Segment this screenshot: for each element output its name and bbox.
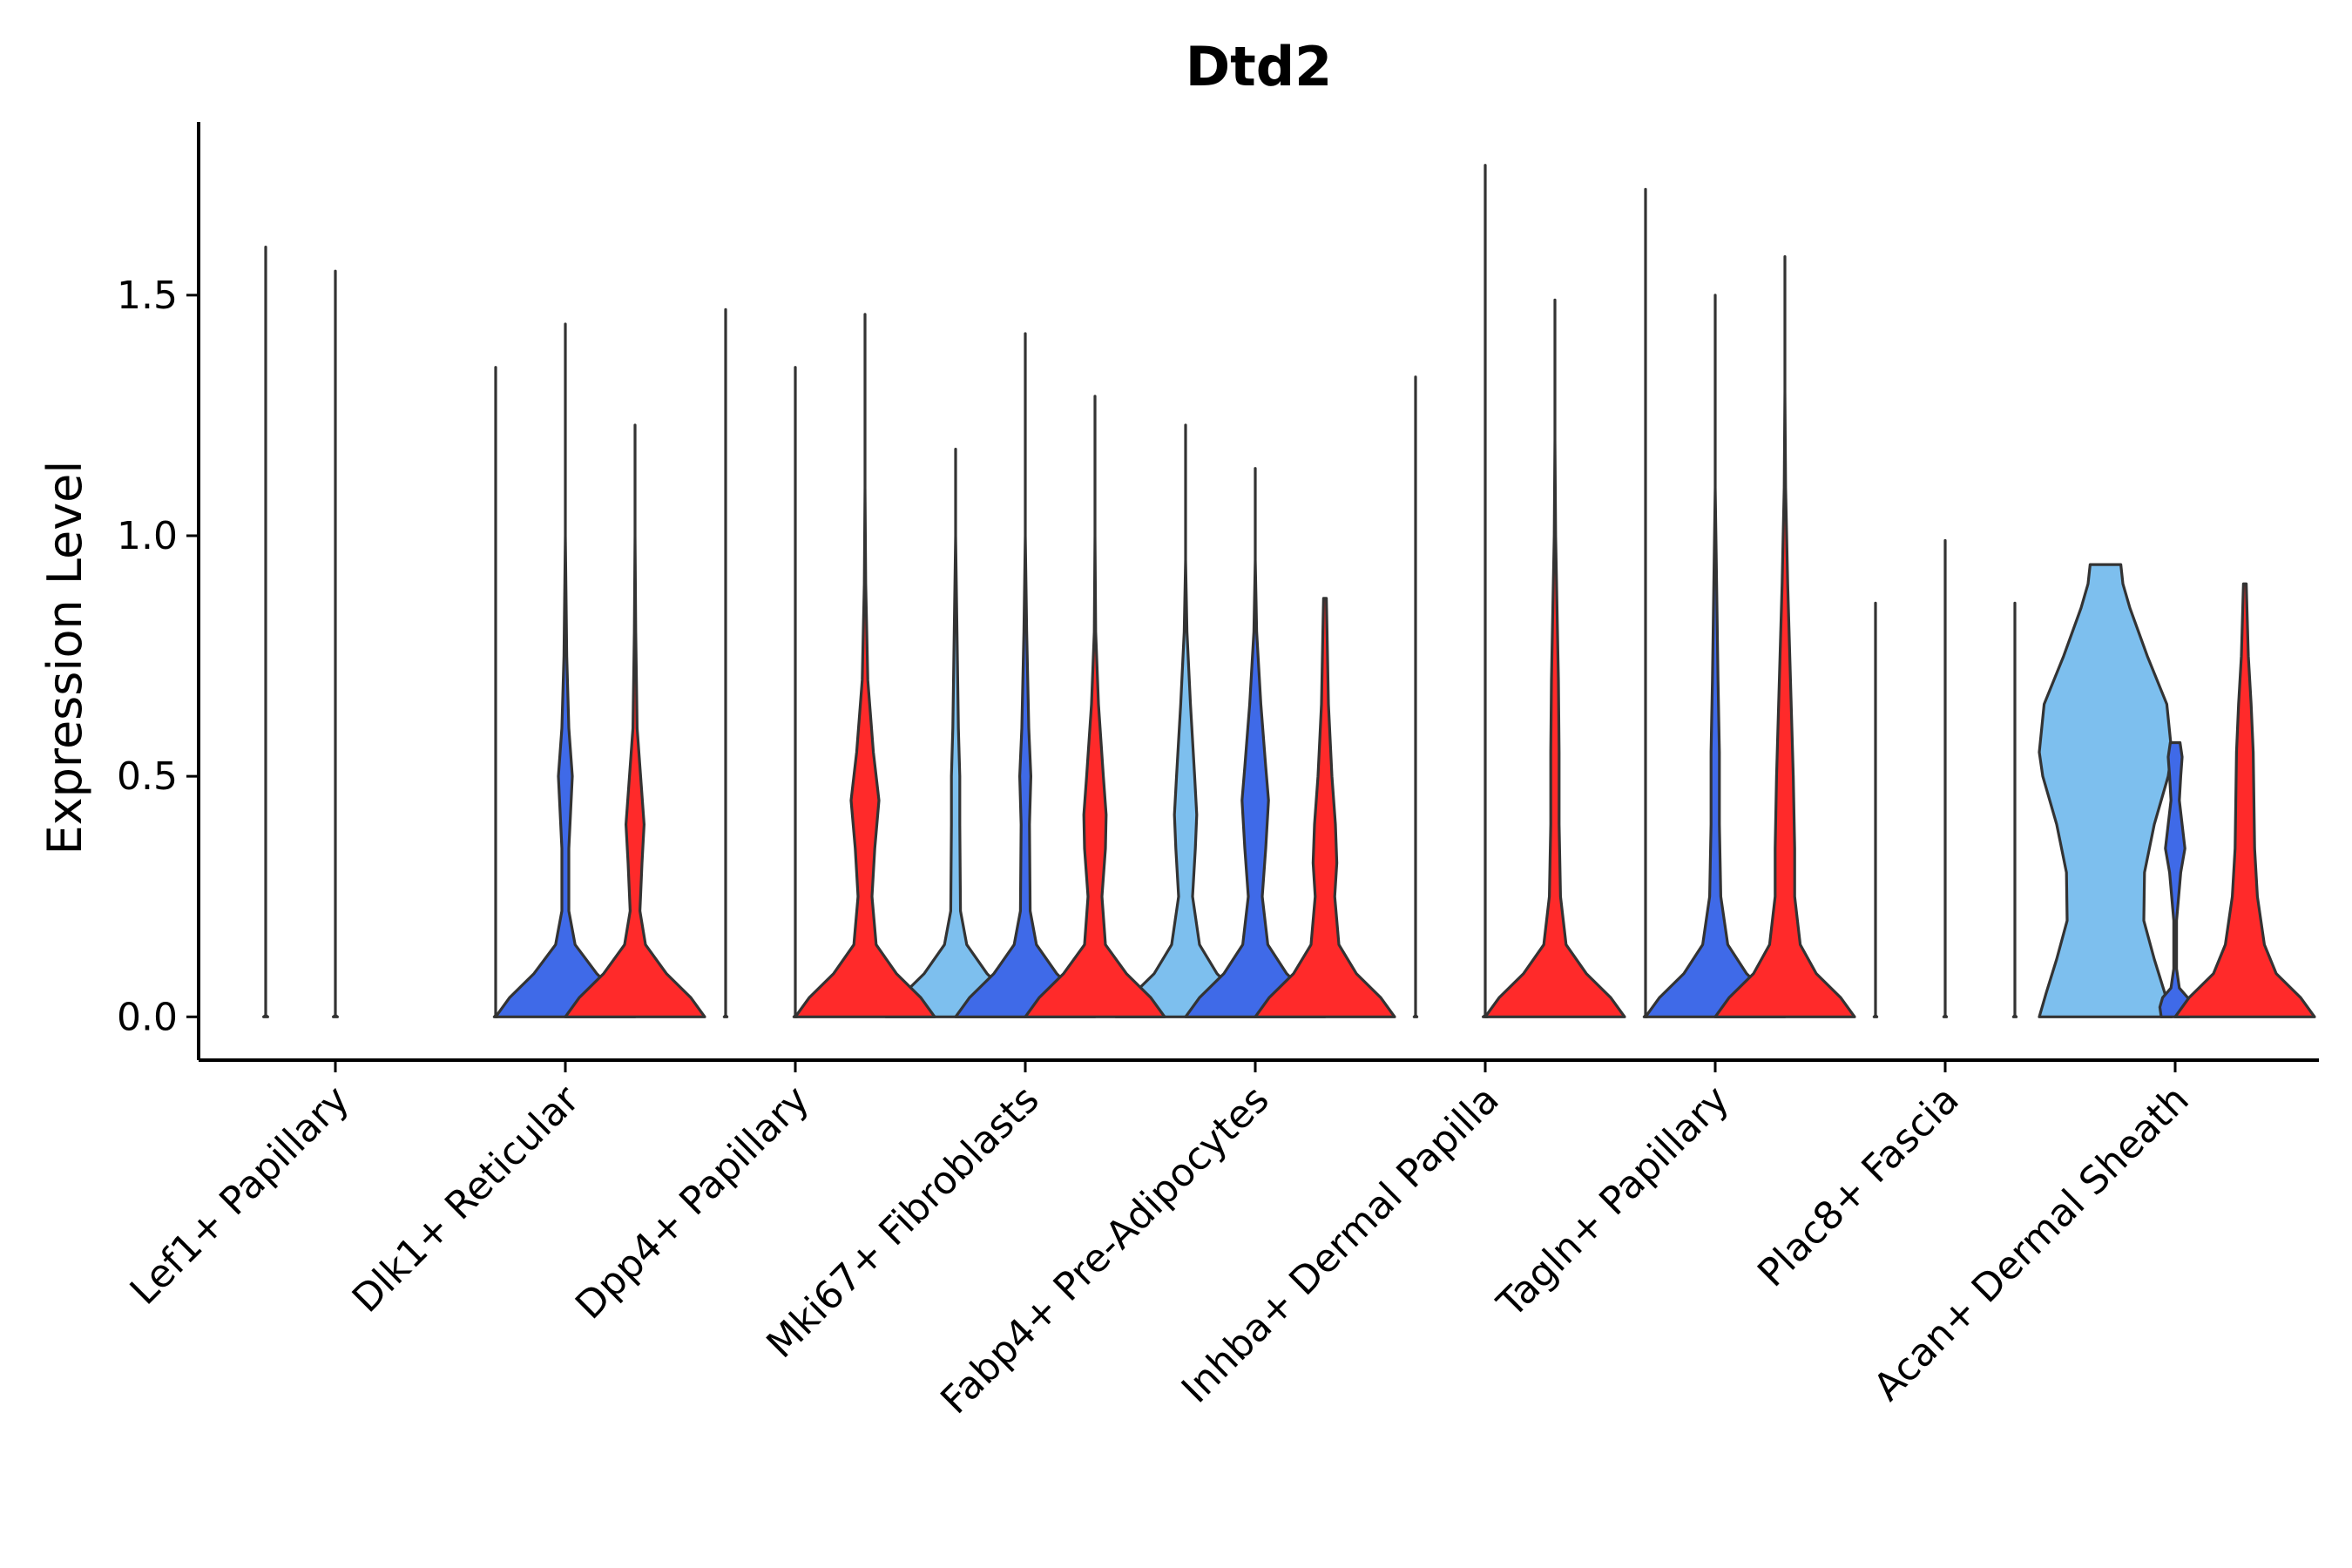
violin-group2 <box>1482 164 1489 1018</box>
violin-group3 <box>564 423 706 1018</box>
violin-group2 <box>2158 740 2193 1018</box>
axes <box>197 122 2319 1062</box>
violin-group2 <box>954 332 1097 1018</box>
y-tick-label: 1.5 <box>117 274 178 318</box>
violin-group1 <box>1642 187 1649 1018</box>
y-tick-label: 0.5 <box>117 754 178 799</box>
violin-group2 <box>792 366 799 1018</box>
x-tick-label: Plac8+ Fascia <box>1749 1078 1968 1296</box>
violin-group1 <box>1114 423 1257 1018</box>
violin-group3 <box>1254 597 1396 1018</box>
violin-group1 <box>262 246 269 1018</box>
violin-group <box>262 164 2316 1018</box>
y-axis-label: Expression Level <box>37 461 92 855</box>
violin-group1 <box>492 366 499 1018</box>
violin-group3 <box>1024 395 1166 1018</box>
violin-group2 <box>1184 467 1327 1018</box>
violin-group2 <box>1942 538 1949 1018</box>
y-tick-label: 0.0 <box>117 995 178 1039</box>
violin-group1 <box>884 448 1027 1018</box>
violin-group2 <box>332 269 339 1018</box>
violin-group3 <box>1713 255 1856 1018</box>
x-tick-label: Dpp4+ Papillary <box>567 1078 818 1328</box>
violin-group1 <box>2038 563 2173 1018</box>
x-tick-label: Lef1+ Papillary <box>122 1078 358 1314</box>
violin-group3 <box>2011 601 2018 1018</box>
violin-group3 <box>794 313 936 1018</box>
y-ticks: 0.0 0.5 1.0 1.5 <box>117 274 199 1039</box>
violin-group1 <box>722 308 729 1018</box>
violin-group2 <box>494 322 637 1018</box>
y-tick-label: 1.0 <box>117 514 178 558</box>
chart-title: Dtd2 <box>1186 35 1333 98</box>
violin-group1 <box>1872 601 1879 1018</box>
x-tick-label: Tagln+ Papillary <box>1489 1078 1738 1327</box>
violin-group3 <box>1484 298 1626 1018</box>
violin-group3 <box>2173 582 2316 1018</box>
violin-group2 <box>1644 294 1787 1018</box>
x-tick-label: Dlk1+ Reticular <box>344 1077 589 1321</box>
violin-group1 <box>1412 375 1419 1018</box>
